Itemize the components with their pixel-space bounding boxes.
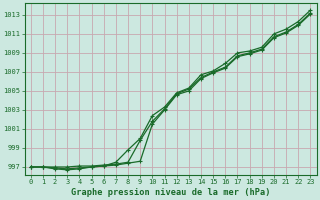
X-axis label: Graphe pression niveau de la mer (hPa): Graphe pression niveau de la mer (hPa) xyxy=(71,188,270,197)
